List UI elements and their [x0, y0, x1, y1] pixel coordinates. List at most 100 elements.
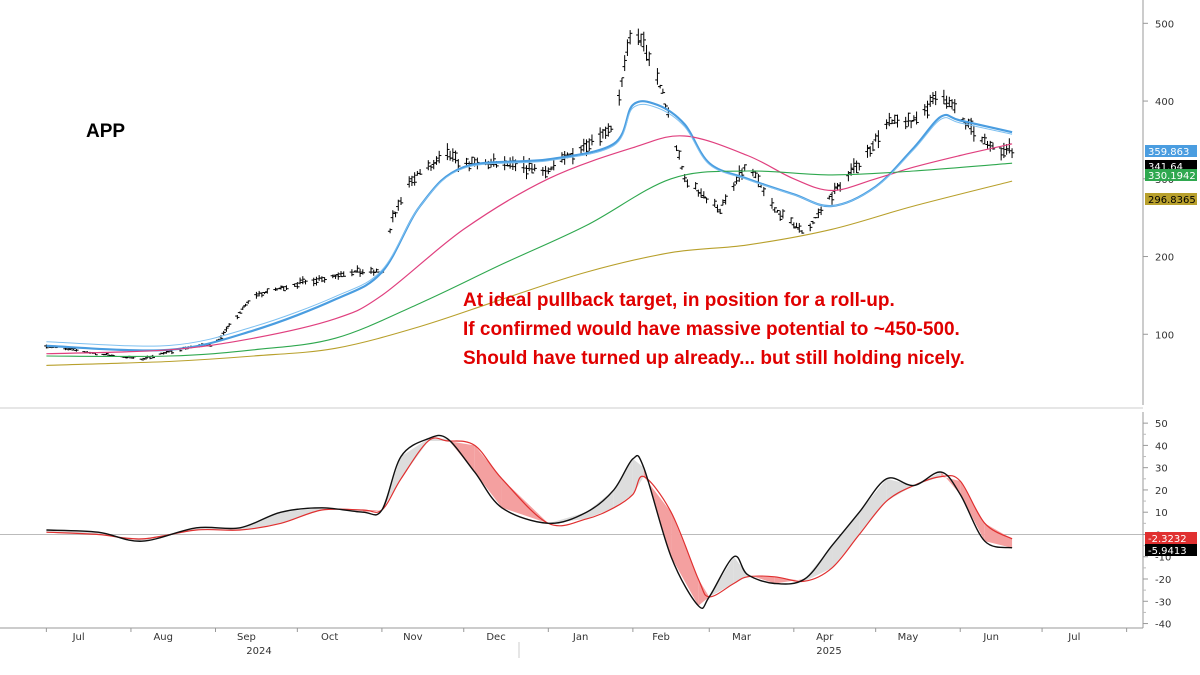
price-bar [636, 28, 641, 46]
price-bar [797, 223, 802, 233]
time-axis-month-label: Sep [237, 632, 256, 643]
price-bar [284, 285, 289, 291]
price-bar [578, 145, 584, 154]
price-bar [742, 164, 747, 172]
price-bar [44, 344, 49, 349]
oscillator-y-tick-label: 40 [1155, 441, 1168, 452]
price-bar [74, 348, 79, 352]
oscillator-fill-segment [859, 478, 887, 535]
oscillator-badge-label: -5.9413 [1148, 546, 1187, 557]
price-bar [589, 134, 595, 146]
price-bar [617, 89, 622, 106]
oscillator-fill-segment [501, 478, 549, 524]
price-bar [431, 159, 436, 170]
annotation-line-3: Should have turned up already... but sti… [463, 348, 965, 369]
price-bar [835, 182, 840, 191]
price-bar [147, 356, 153, 360]
price-bar [780, 209, 786, 219]
price-bar [453, 150, 458, 164]
last-value-badge [1145, 169, 1197, 181]
oscillator-badge-label: -2.3232 [1148, 534, 1187, 545]
price-bar [947, 96, 952, 108]
price-bar [338, 271, 344, 278]
price-bar [246, 300, 251, 304]
price-bar [810, 220, 816, 225]
price-y-tick-label: 200 [1155, 253, 1174, 264]
price-bar [491, 153, 496, 167]
price-bar [608, 125, 614, 133]
oscillator-fill-segment [280, 507, 322, 524]
oscillator-y-tick-label: -40 [1155, 620, 1171, 631]
price-bar [543, 165, 548, 179]
price-bar [278, 285, 284, 290]
price-bar [851, 158, 857, 174]
price-bar [813, 217, 818, 219]
price-bar [619, 77, 625, 88]
price-bar [297, 277, 303, 285]
price-bar [715, 204, 720, 213]
price-bar [341, 271, 346, 277]
time-axis-month-label: Apr [816, 632, 834, 643]
oscillator-fill-segment [671, 512, 699, 606]
price-bar [660, 88, 666, 94]
price-bar [311, 277, 316, 287]
moving-average-line [46, 180, 1013, 366]
price-bar [677, 150, 682, 160]
price-bar [696, 189, 701, 197]
price-bar [303, 279, 308, 285]
price-bar [720, 199, 726, 206]
time-axis-month-label: Nov [403, 632, 423, 643]
price-bar [606, 123, 611, 137]
price-bar [262, 291, 267, 295]
ticker-label: APP [86, 121, 125, 142]
price-bar [971, 125, 977, 142]
price-bar [818, 206, 824, 216]
price-bar [693, 182, 698, 190]
price-bar [903, 116, 908, 130]
price-bar [412, 172, 417, 186]
price-bar [717, 208, 723, 215]
price-bar [259, 292, 265, 298]
price-bar [914, 111, 919, 125]
price-bar [679, 165, 685, 170]
oscillator-lines [46, 434, 1013, 609]
price-bar [868, 146, 873, 157]
last-value-badge [1145, 193, 1197, 205]
time-axis: Jul Aug Sep Oct Nov Dec Jan Feb Mar Apr May Jun Jul … [0, 627, 1143, 658]
price-bar [357, 268, 363, 277]
time-axis-month-label: May [898, 632, 919, 643]
price-bar [360, 269, 366, 275]
price-bar [944, 95, 949, 109]
price-bar [884, 119, 889, 130]
time-axis-month-label: Feb [652, 632, 670, 643]
price-bar [625, 39, 630, 56]
price-bar [647, 51, 652, 67]
price-bar [597, 127, 603, 146]
oscillator-y-tick-label: -10 [1155, 553, 1171, 564]
price-bar [314, 276, 319, 286]
oscillator-y-tick-label: 30 [1155, 464, 1168, 475]
time-axis-month-label: Jul [72, 632, 85, 643]
price-bar [892, 114, 897, 124]
price-bar [968, 117, 974, 135]
price-bar [928, 94, 933, 107]
price-bar [221, 330, 226, 336]
price-bar [243, 303, 248, 307]
price-bar [685, 179, 690, 188]
price-bar [772, 207, 777, 213]
price-bar [827, 195, 832, 200]
moving-average-line [46, 135, 1013, 355]
price-bar [276, 288, 281, 290]
oscillator-y-tick-label: 50 [1155, 419, 1168, 430]
price-bar [333, 274, 338, 279]
price-bar [237, 311, 243, 314]
oscillator-fill-segment [941, 472, 961, 495]
oscillator-fill-segment [709, 556, 734, 597]
oscillator-badge [1145, 532, 1197, 544]
price-bar [832, 182, 837, 195]
price-bar [336, 272, 341, 280]
price-bar [906, 112, 911, 127]
price-bar [390, 210, 396, 223]
time-axis-month-label: Jun [982, 632, 999, 643]
time-axis-month-label: Oct [321, 632, 338, 643]
